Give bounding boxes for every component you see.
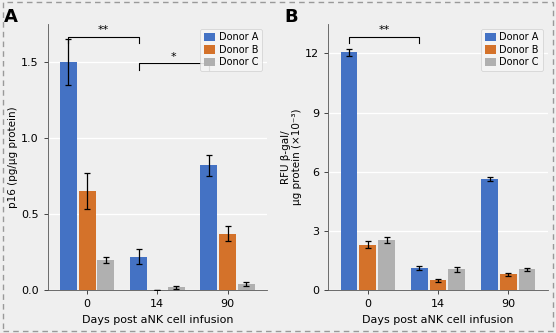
Bar xyxy=(519,269,535,290)
Y-axis label: p16 (pg/μg protein): p16 (pg/μg protein) xyxy=(8,106,18,208)
Bar xyxy=(168,287,185,290)
Bar xyxy=(97,260,115,290)
X-axis label: Days post aNK cell infusion: Days post aNK cell infusion xyxy=(363,315,514,325)
Text: B: B xyxy=(285,8,298,26)
Bar xyxy=(238,284,255,290)
Bar xyxy=(448,269,465,290)
Bar xyxy=(60,62,77,290)
Legend: Donor A, Donor B, Donor C: Donor A, Donor B, Donor C xyxy=(200,29,262,71)
Text: **: ** xyxy=(379,25,390,35)
Y-axis label: RFU β-gal/
μg protein (×10⁻³): RFU β-gal/ μg protein (×10⁻³) xyxy=(281,109,302,205)
Bar xyxy=(79,191,96,290)
Bar xyxy=(219,234,236,290)
Bar xyxy=(378,240,395,290)
Bar xyxy=(500,274,517,290)
Bar xyxy=(411,268,428,290)
Bar xyxy=(481,178,498,290)
Bar xyxy=(359,245,376,290)
X-axis label: Days post aNK cell infusion: Days post aNK cell infusion xyxy=(82,315,233,325)
Text: **: ** xyxy=(98,25,109,35)
Bar xyxy=(201,165,217,290)
Legend: Donor A, Donor B, Donor C: Donor A, Donor B, Donor C xyxy=(481,29,543,71)
Bar xyxy=(130,257,147,290)
Text: *: * xyxy=(171,52,177,62)
Text: A: A xyxy=(4,8,18,26)
Bar xyxy=(341,52,358,290)
Bar xyxy=(430,280,446,290)
